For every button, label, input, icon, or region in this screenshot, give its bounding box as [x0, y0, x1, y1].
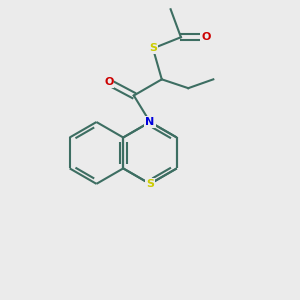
Text: N: N: [146, 117, 154, 127]
Text: S: S: [146, 179, 154, 189]
Text: S: S: [149, 44, 157, 53]
Text: O: O: [104, 77, 113, 87]
Text: O: O: [201, 32, 211, 42]
